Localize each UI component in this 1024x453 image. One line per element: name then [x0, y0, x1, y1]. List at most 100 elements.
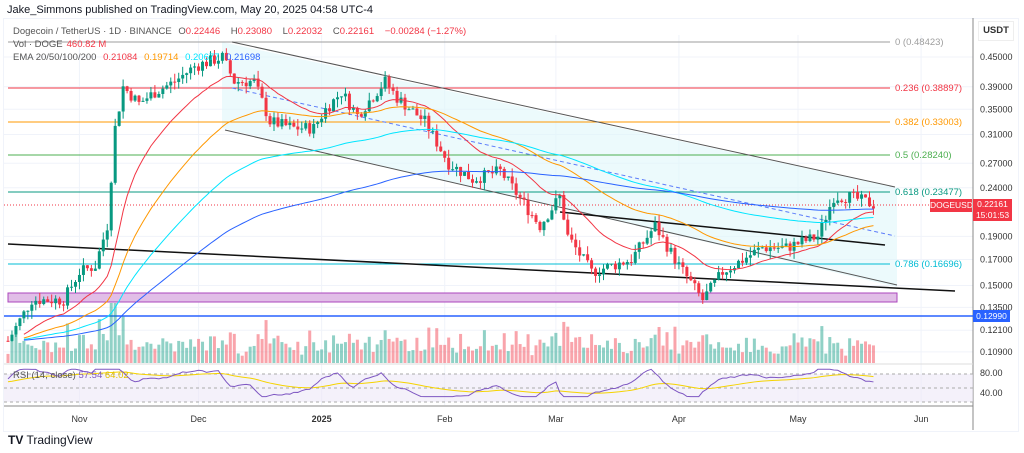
candle-body [689, 276, 693, 281]
volume-bar [54, 342, 58, 363]
candle-body [22, 311, 26, 319]
candle-body [351, 107, 355, 110]
rsi-tick-label: 80.00 [980, 368, 1003, 378]
candle-body [494, 166, 498, 174]
volume-bar [248, 346, 252, 363]
volume-bar [661, 345, 665, 363]
candle-body [522, 197, 526, 200]
candle-body [228, 60, 232, 74]
tradingview-logo[interactable]: TV TradingView [8, 433, 93, 447]
volume-bar [621, 351, 625, 363]
volume-bar [224, 344, 228, 363]
last-price: 0.22161 [977, 199, 1008, 209]
volume-bar [796, 342, 800, 363]
ema-label[interactable]: EMA 20/50/100/200 [13, 52, 97, 63]
candle-body [232, 73, 236, 84]
candle-body [701, 292, 705, 301]
volume-bar [792, 333, 796, 363]
candle-body [871, 206, 875, 209]
time-tick-label: Nov [71, 414, 88, 424]
price-tick-label: 0.27000 [980, 158, 1013, 168]
volume-bar [733, 350, 737, 363]
volume-bar [780, 346, 784, 363]
candle-body [220, 52, 224, 61]
volume-bar [840, 348, 844, 363]
candle-body [598, 274, 602, 276]
candle-body [542, 221, 546, 231]
candle-body [582, 254, 586, 256]
candle-body [832, 202, 836, 208]
channel-upper-line [231, 41, 896, 188]
volume-bar [550, 336, 554, 363]
candle-body [474, 181, 478, 183]
price-tick-label: 0.45000 [980, 52, 1013, 62]
candle-body [756, 247, 760, 250]
volume-bar [705, 334, 709, 363]
volume-bar [725, 347, 729, 363]
volume-bar [681, 345, 685, 363]
currency-button[interactable]: USDT [978, 21, 1014, 41]
volume-bar [832, 343, 836, 363]
volume-bar [637, 342, 641, 363]
volume-bar [439, 344, 443, 363]
candle-body [113, 125, 117, 183]
logo-text: TradingView [26, 433, 93, 447]
candle-body [629, 262, 633, 264]
tv-logo-icon: TV [8, 433, 24, 447]
candle-body [276, 117, 280, 127]
candle-body [578, 247, 582, 256]
rsi-label[interactable]: RSI (14, close) [13, 370, 76, 381]
candle-body [736, 260, 740, 269]
volume-bar [189, 339, 193, 363]
price-tick-label: 0.13500 [980, 302, 1013, 312]
candle-body [264, 97, 268, 117]
candle-body [693, 280, 697, 284]
price-tick-label: 0.39000 [980, 82, 1013, 92]
candle-body [169, 81, 173, 86]
candle-body [808, 234, 812, 242]
volume-bar [605, 340, 609, 363]
candle-body [796, 241, 800, 245]
volume-bar [324, 340, 328, 363]
volume-bar [403, 339, 407, 363]
candle-body [856, 191, 860, 199]
candle-body [550, 210, 554, 220]
candle-body [439, 146, 443, 152]
volume-bar [336, 343, 340, 363]
candle-body [54, 298, 58, 304]
candle-body [268, 116, 272, 125]
candle-body [455, 166, 459, 170]
volume-bar [772, 353, 776, 363]
candle-body [602, 268, 605, 275]
volume-bar [844, 355, 848, 363]
candle-body [117, 111, 121, 126]
candle-body [744, 257, 748, 263]
symbol-name[interactable]: Dogecoin / TetherUS · 1D · BINANCE [13, 26, 172, 37]
candle-body [375, 96, 379, 102]
candle-body [498, 166, 502, 169]
volume-bar [304, 346, 308, 363]
volume-bar [30, 345, 34, 363]
candle-body [165, 85, 169, 89]
volume-bar [300, 354, 304, 363]
volume-bar [50, 352, 54, 363]
candle-body [669, 247, 673, 252]
volume-bar [244, 351, 248, 363]
volume-value: 460.82 M [66, 39, 107, 50]
ema200-value: 0.21698 [226, 52, 261, 63]
volume-bar [435, 328, 439, 363]
volume-bar [97, 319, 101, 363]
volume-bar [657, 327, 661, 363]
candle-body [332, 99, 336, 112]
low-value: 0.22032 [287, 26, 323, 37]
fib-level-label: 0 (0.48423) [895, 37, 944, 48]
volume-bar [407, 351, 411, 363]
volume-bar [260, 338, 264, 363]
volume-bar [208, 336, 212, 363]
candle-body [447, 157, 451, 170]
volume-label[interactable]: Vol · DOGE [13, 39, 63, 50]
candle-body [538, 221, 542, 231]
candle-body [208, 55, 212, 67]
candle-body [296, 126, 300, 130]
